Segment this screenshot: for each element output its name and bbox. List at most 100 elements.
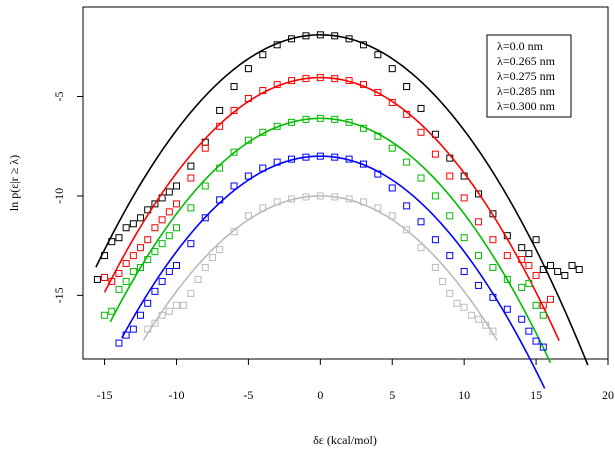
series-3-point xyxy=(144,299,152,307)
series-4-point xyxy=(439,277,447,285)
series-4-point xyxy=(151,319,159,327)
series-4-point xyxy=(165,307,173,315)
series-3-point xyxy=(137,311,145,319)
series-4-point xyxy=(201,264,209,272)
series-2-point xyxy=(431,192,439,200)
series-2-point xyxy=(115,285,123,293)
series-3-point xyxy=(331,153,339,161)
series-2-point xyxy=(345,118,353,126)
series-0-point xyxy=(244,65,252,73)
series-0-point xyxy=(165,188,173,196)
series-3-point xyxy=(187,240,195,248)
series-2-point xyxy=(503,275,511,283)
series-2-point xyxy=(388,144,396,152)
series-1-point xyxy=(137,244,145,252)
series-1-point xyxy=(129,252,137,260)
plot-frame xyxy=(82,6,609,360)
series-1-point xyxy=(475,218,483,226)
series-0-point xyxy=(489,210,497,218)
series-layer xyxy=(93,31,589,389)
legend-entry-3: λ=0.285 nm xyxy=(497,84,556,98)
series-0-point xyxy=(475,190,483,198)
series-0-point xyxy=(554,268,562,275)
series-3-point xyxy=(122,331,130,339)
series-0-point xyxy=(108,238,116,246)
x-tick-label-5: 10 xyxy=(458,388,470,402)
series-0-point xyxy=(172,182,180,190)
series-0-point xyxy=(122,224,130,232)
legend-entry-0: λ=0.0 nm xyxy=(497,39,544,53)
series-4-point xyxy=(316,192,324,200)
series-1-point xyxy=(403,110,411,118)
series-4-point xyxy=(180,301,188,309)
series-0-point xyxy=(431,130,439,138)
series-0-point xyxy=(273,41,281,49)
series-4-point xyxy=(194,275,202,283)
legend-entry-2: λ=0.275 nm xyxy=(497,69,556,83)
series-1-point xyxy=(518,256,526,264)
series-1-point xyxy=(108,277,116,285)
series-0-point xyxy=(345,35,353,43)
series-1-point xyxy=(532,271,540,279)
x-tick-label-1: -10 xyxy=(168,388,184,402)
series-1-point xyxy=(158,216,166,224)
series-3-point xyxy=(431,236,439,244)
series-2-point xyxy=(331,115,339,123)
series-0-point xyxy=(230,83,238,91)
series-1-point xyxy=(374,89,382,97)
series-4-point xyxy=(417,244,425,252)
series-3-point xyxy=(532,337,540,345)
series-2-point xyxy=(489,264,497,272)
series-1-point xyxy=(345,77,353,85)
series-0-point xyxy=(539,266,547,274)
series-1-point xyxy=(539,301,547,309)
series-4-point xyxy=(475,315,483,323)
series-3-point xyxy=(259,164,267,172)
series-2-point xyxy=(172,224,180,232)
series-4-point xyxy=(345,195,353,203)
series-0-point xyxy=(388,65,396,73)
series-3-point xyxy=(446,252,454,260)
series-3-point xyxy=(316,152,324,160)
series-0-point xyxy=(518,244,526,252)
series-0-point xyxy=(316,31,324,39)
series-0-point xyxy=(525,250,533,258)
series-4-point xyxy=(431,264,439,272)
series-1-point xyxy=(230,106,238,114)
series-0 xyxy=(93,31,589,366)
series-1-point xyxy=(417,128,425,136)
series-2-point xyxy=(165,232,173,240)
series-3-point xyxy=(165,268,173,275)
series-0-point xyxy=(575,266,583,274)
series-2-point xyxy=(216,164,224,172)
series-1-point xyxy=(259,87,267,95)
series-2-point xyxy=(137,264,145,272)
series-1 xyxy=(101,74,560,341)
series-2-point xyxy=(446,212,454,220)
series-4-point xyxy=(244,212,252,220)
series-2-point xyxy=(151,248,159,256)
series-3-point xyxy=(539,343,547,351)
series-2-point xyxy=(374,132,382,140)
series-0-point xyxy=(137,214,145,222)
series-2-point xyxy=(108,307,116,315)
y-tick-label-2: -15 xyxy=(52,287,66,303)
series-1-point xyxy=(115,269,123,277)
series-4-point xyxy=(388,212,396,220)
series-0-point xyxy=(151,200,159,208)
series-2-point xyxy=(230,148,238,156)
series-3-point xyxy=(403,202,411,210)
series-1-point xyxy=(273,81,281,89)
series-3-point xyxy=(460,268,468,275)
x-tick-label-0: -15 xyxy=(97,388,113,402)
series-2-point xyxy=(158,240,166,248)
series-0-point xyxy=(288,35,296,43)
series-2-point xyxy=(403,158,411,166)
series-4-point xyxy=(453,299,461,307)
legend-entry-4: λ=0.300 nm xyxy=(497,99,556,113)
series-2-point xyxy=(288,118,296,126)
series-2-point xyxy=(201,182,209,190)
series-0-point xyxy=(417,104,425,112)
series-4-point xyxy=(482,321,490,329)
series-1-point xyxy=(331,75,339,83)
